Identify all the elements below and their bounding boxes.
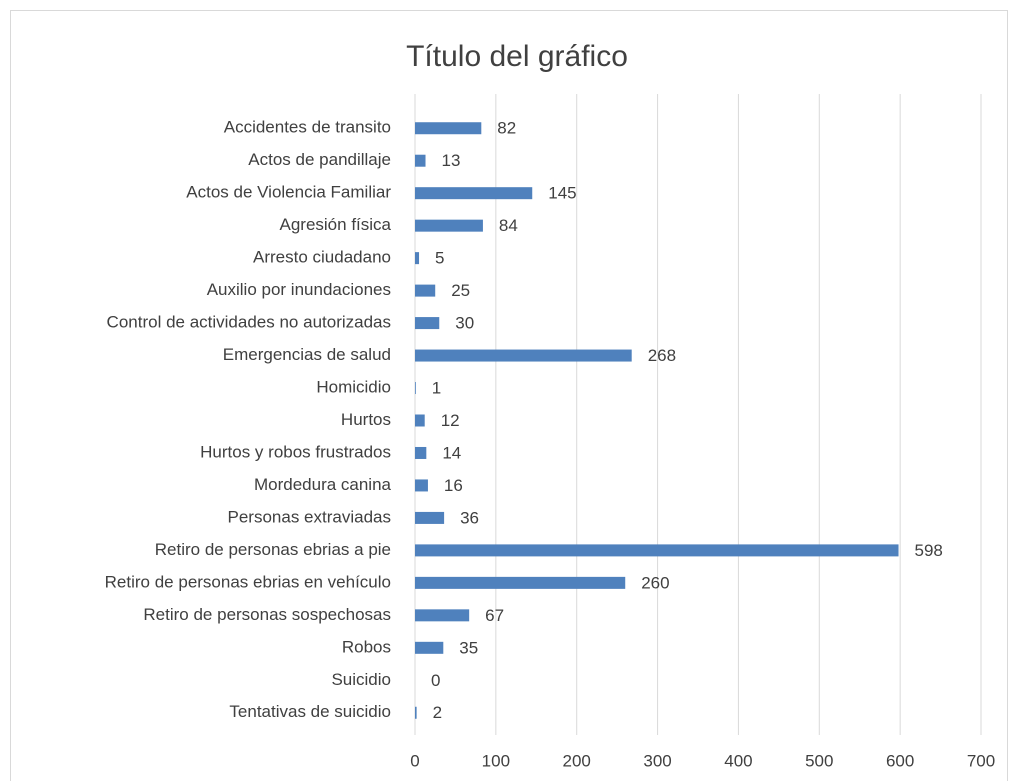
y-tick-label: Auxilio por inundaciones xyxy=(207,280,391,299)
x-tick-label: 0 xyxy=(410,751,419,770)
data-label: 35 xyxy=(459,638,478,657)
data-label: 30 xyxy=(455,314,474,333)
y-tick-label: Retiro de personas sospechosas xyxy=(143,605,391,624)
data-label: 0 xyxy=(431,671,440,690)
bar xyxy=(415,349,632,362)
data-label: 145 xyxy=(548,184,576,203)
x-tick-label: 400 xyxy=(724,751,752,770)
y-tick-label: Retiro de personas ebrias a pie xyxy=(155,540,391,559)
data-label: 14 xyxy=(442,443,461,462)
bar xyxy=(415,317,440,330)
data-label: 25 xyxy=(451,281,470,300)
y-tick-label: Robos xyxy=(342,637,391,656)
bar xyxy=(415,706,417,719)
chart-border xyxy=(10,10,1008,781)
data-label: 36 xyxy=(460,508,479,527)
x-tick-label: 500 xyxy=(805,751,833,770)
y-tick-label: Suicidio xyxy=(331,670,391,689)
data-label: 2 xyxy=(433,703,442,722)
data-label: 5 xyxy=(435,249,444,268)
x-tick-label: 600 xyxy=(886,751,914,770)
data-label: 598 xyxy=(915,541,943,560)
bar xyxy=(415,446,427,459)
bar xyxy=(415,187,533,200)
bar xyxy=(415,154,426,167)
y-tick-label: Emergencias de salud xyxy=(223,345,391,364)
x-tick-label: 100 xyxy=(482,751,510,770)
chart-title: Título del gráfico xyxy=(406,40,628,73)
bar xyxy=(415,544,899,557)
bar xyxy=(415,122,482,135)
y-tick-label: Hurtos xyxy=(341,410,391,429)
y-tick-label: Retiro de personas ebrias en vehículo xyxy=(105,572,391,591)
bar xyxy=(415,576,626,589)
data-label: 13 xyxy=(442,151,461,170)
y-tick-label: Accidentes de transito xyxy=(224,118,391,137)
bar xyxy=(415,219,483,232)
data-label: 84 xyxy=(499,216,518,235)
bar xyxy=(415,382,416,395)
y-tick-label: Agresión física xyxy=(280,215,392,234)
data-label: 82 xyxy=(497,119,516,138)
bar xyxy=(415,252,420,265)
y-tick-label: Mordedura canina xyxy=(254,475,392,494)
data-label: 268 xyxy=(648,346,676,365)
bar xyxy=(415,414,425,427)
data-label: 16 xyxy=(444,476,463,495)
y-tick-label: Arresto ciudadano xyxy=(253,248,391,267)
bar xyxy=(415,609,470,622)
y-tick-label: Actos de pandillaje xyxy=(248,150,391,169)
data-label: 1 xyxy=(432,379,441,398)
y-tick-label: Control de actividades no autorizadas xyxy=(107,313,391,332)
x-tick-label: 200 xyxy=(563,751,591,770)
data-label: 12 xyxy=(441,411,460,430)
data-label: 260 xyxy=(641,573,669,592)
y-tick-label: Hurtos y robos frustrados xyxy=(200,442,391,461)
x-tick-label: 700 xyxy=(967,751,995,770)
bar xyxy=(415,641,444,654)
bar xyxy=(415,284,436,297)
bar xyxy=(415,511,445,524)
bar xyxy=(415,479,428,492)
x-tick-label: 300 xyxy=(643,751,671,770)
y-tick-label: Actos de Violencia Familiar xyxy=(186,183,391,202)
y-tick-label: Homicidio xyxy=(316,378,391,397)
y-tick-label: Personas extraviadas xyxy=(228,507,391,526)
y-tick-label: Tentativas de suicidio xyxy=(229,702,391,721)
data-label: 67 xyxy=(485,606,504,625)
